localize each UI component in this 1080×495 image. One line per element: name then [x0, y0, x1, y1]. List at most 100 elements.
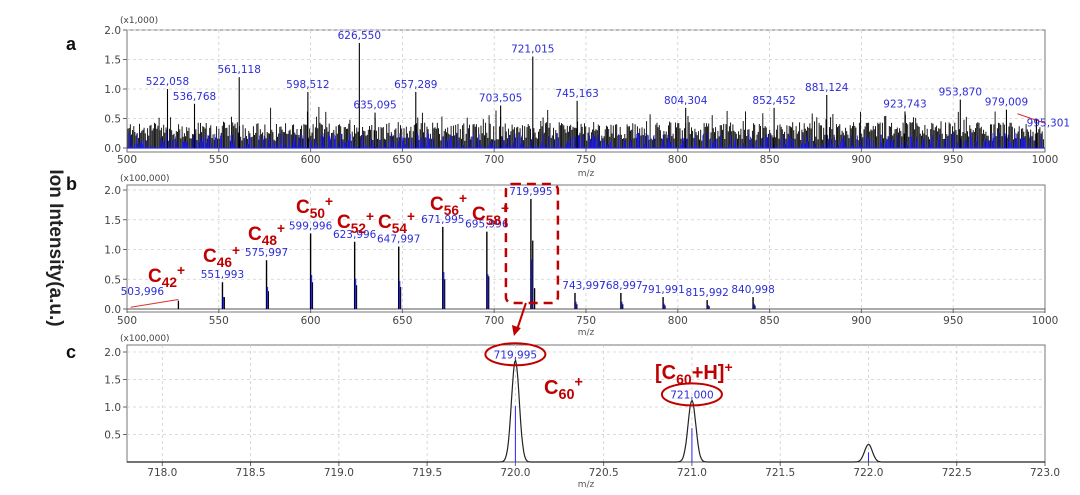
peak-label: 657,289 — [394, 79, 437, 91]
arrow-head — [511, 325, 521, 336]
x-tick-label: 550 — [209, 154, 229, 166]
ion-annotation: C54+ — [378, 209, 415, 236]
peak-label: 881,124 — [805, 82, 849, 94]
x-tick-label: 1000 — [1032, 154, 1059, 166]
y-tick-label: 1.0 — [104, 245, 121, 257]
plot-frame-b — [126, 184, 1046, 313]
x-axis-label-b: m/z — [578, 328, 595, 338]
y-tick-label: 0.0 — [104, 143, 121, 155]
x-tick-label: 750 — [576, 154, 596, 166]
y-tick-label: 1.5 — [104, 55, 121, 67]
x-tick-label: 722.5 — [942, 467, 972, 479]
highlight-ellipse — [484, 342, 547, 367]
x-tick-label: 721.5 — [765, 467, 795, 479]
x-tick-label: 722.0 — [853, 467, 883, 479]
ion-annotation: C56+ — [430, 191, 467, 218]
peak-label: 721,000 — [670, 389, 713, 401]
y-tick-label: 2.0 — [104, 185, 121, 197]
x-tick-label: 550 — [209, 315, 229, 327]
x-axis-label-c: m/z — [578, 480, 595, 490]
x-tick-label: 718.0 — [147, 467, 177, 479]
x-tick-label: 800 — [668, 315, 688, 327]
x-tick-label: 850 — [760, 315, 780, 327]
peak-label: 626,550 — [338, 30, 381, 42]
ion-annotation-c60h: [C60+H]+ — [655, 359, 733, 387]
baseline-marker — [130, 298, 179, 308]
x-tick-label: 600 — [301, 315, 321, 327]
highlight-ellipse — [660, 382, 723, 407]
panel-label-a: a — [66, 34, 77, 54]
annotations: C42+C46+C48+C50+C52+ C54+C56+C58+C60+ [C60… — [148, 182, 733, 403]
panel-label-b: b — [66, 174, 77, 194]
ion-annotation: C50+ — [296, 194, 333, 221]
peak-label: 995,301 — [1027, 118, 1070, 130]
peak-label: 743,997 — [562, 280, 605, 292]
y-tick-label: 2.0 — [104, 347, 121, 359]
peak-label: 804,304 — [664, 95, 708, 107]
peak-label: 791,991 — [641, 284, 684, 296]
chart-c: 0.5 1.0 1.5 2.0 718.0 718.5 719.0 719.5 720.0 720… — [104, 342, 1060, 479]
peak-label: 703,505 — [479, 93, 522, 105]
x-tick-label: 900 — [851, 154, 871, 166]
x-tick-label: 700 — [484, 315, 504, 327]
spectrum-line — [127, 358, 1045, 463]
x-tick-label: 719.0 — [324, 467, 354, 479]
x-tick-label: 650 — [392, 315, 412, 327]
peak-label: 623,996 — [333, 229, 377, 241]
highlight-box — [504, 182, 560, 305]
peak-label: 719,995 — [494, 349, 537, 361]
multiplier-a: (x1,000) — [120, 16, 158, 26]
chart-b: 0.0 0.5 1.0 1.5 2.0 500 550 600 650 700 750 800 850 9… — [104, 185, 1058, 327]
x-tick-label: 720.5 — [589, 467, 619, 479]
x-tick-label: 600 — [301, 154, 321, 166]
peak-label: 575,997 — [245, 247, 288, 259]
x-tick-label: 700 — [484, 154, 504, 166]
x-tick-label: 900 — [851, 315, 871, 327]
y-tick-label: 0.5 — [104, 274, 121, 286]
peak-label: 721,015 — [511, 44, 554, 56]
y-tick-label: 0.5 — [104, 430, 121, 442]
x-tick-label: 718.5 — [236, 467, 266, 479]
peak-label: 923,743 — [883, 98, 926, 110]
x-tick-label: 850 — [760, 154, 780, 166]
x-axis-label-a: m/z — [578, 169, 595, 179]
x-tick-label: 950 — [943, 315, 963, 327]
ion-annotation: C46+ — [203, 243, 240, 270]
y-axis-title: Ion Intensity(a.u.) — [45, 169, 66, 326]
chart-a: 0.0 0.5 1.0 1.5 2.0 500 550 600 650 700 750 800 850 9… — [104, 25, 1070, 166]
ion-annotation: C48+ — [248, 221, 285, 248]
peak-label: 599,996 — [289, 220, 333, 232]
peak-label: 768,997 — [599, 280, 642, 292]
blue-trace — [128, 132, 1041, 148]
noise-trace — [127, 107, 1044, 148]
peak-label: 635,095 — [353, 100, 396, 112]
y-tick-label: 0.5 — [104, 114, 121, 126]
ion-annotation: C52+ — [337, 209, 374, 236]
peak-label: 551,993 — [201, 269, 244, 281]
arrow-line — [515, 302, 527, 331]
y-tick-label: 1.5 — [104, 215, 121, 227]
peak-label: 852,452 — [752, 95, 795, 107]
x-tick-label: 721.0 — [677, 467, 707, 479]
y-tick-label: 1.5 — [104, 375, 121, 387]
peak-label: 536,768 — [173, 91, 216, 103]
ion-annotation: C42+ — [148, 263, 185, 290]
x-tick-label: 1000 — [1032, 315, 1059, 327]
x-tick-label: 723.0 — [1030, 467, 1060, 479]
baseline-marker — [1017, 113, 1046, 124]
y-tick-label: 2.0 — [104, 25, 121, 37]
peak-label: 979,009 — [985, 97, 1028, 109]
y-tick-label: 1.0 — [104, 84, 121, 96]
y-tick-label: 0.0 — [104, 304, 121, 316]
peak-label: 815,992 — [685, 287, 728, 299]
x-tick-label: 650 — [392, 154, 412, 166]
x-tick-label: 750 — [576, 315, 596, 327]
peak-label: 647,997 — [377, 234, 420, 246]
multiplier-c: (x100,000) — [120, 334, 170, 344]
x-tick-label: 719.5 — [412, 467, 442, 479]
x-tick-label: 950 — [943, 154, 963, 166]
peak-label: 671,995 — [421, 214, 464, 226]
x-tick-label: 500 — [117, 315, 137, 327]
peak-label: 695,996 — [465, 219, 509, 231]
